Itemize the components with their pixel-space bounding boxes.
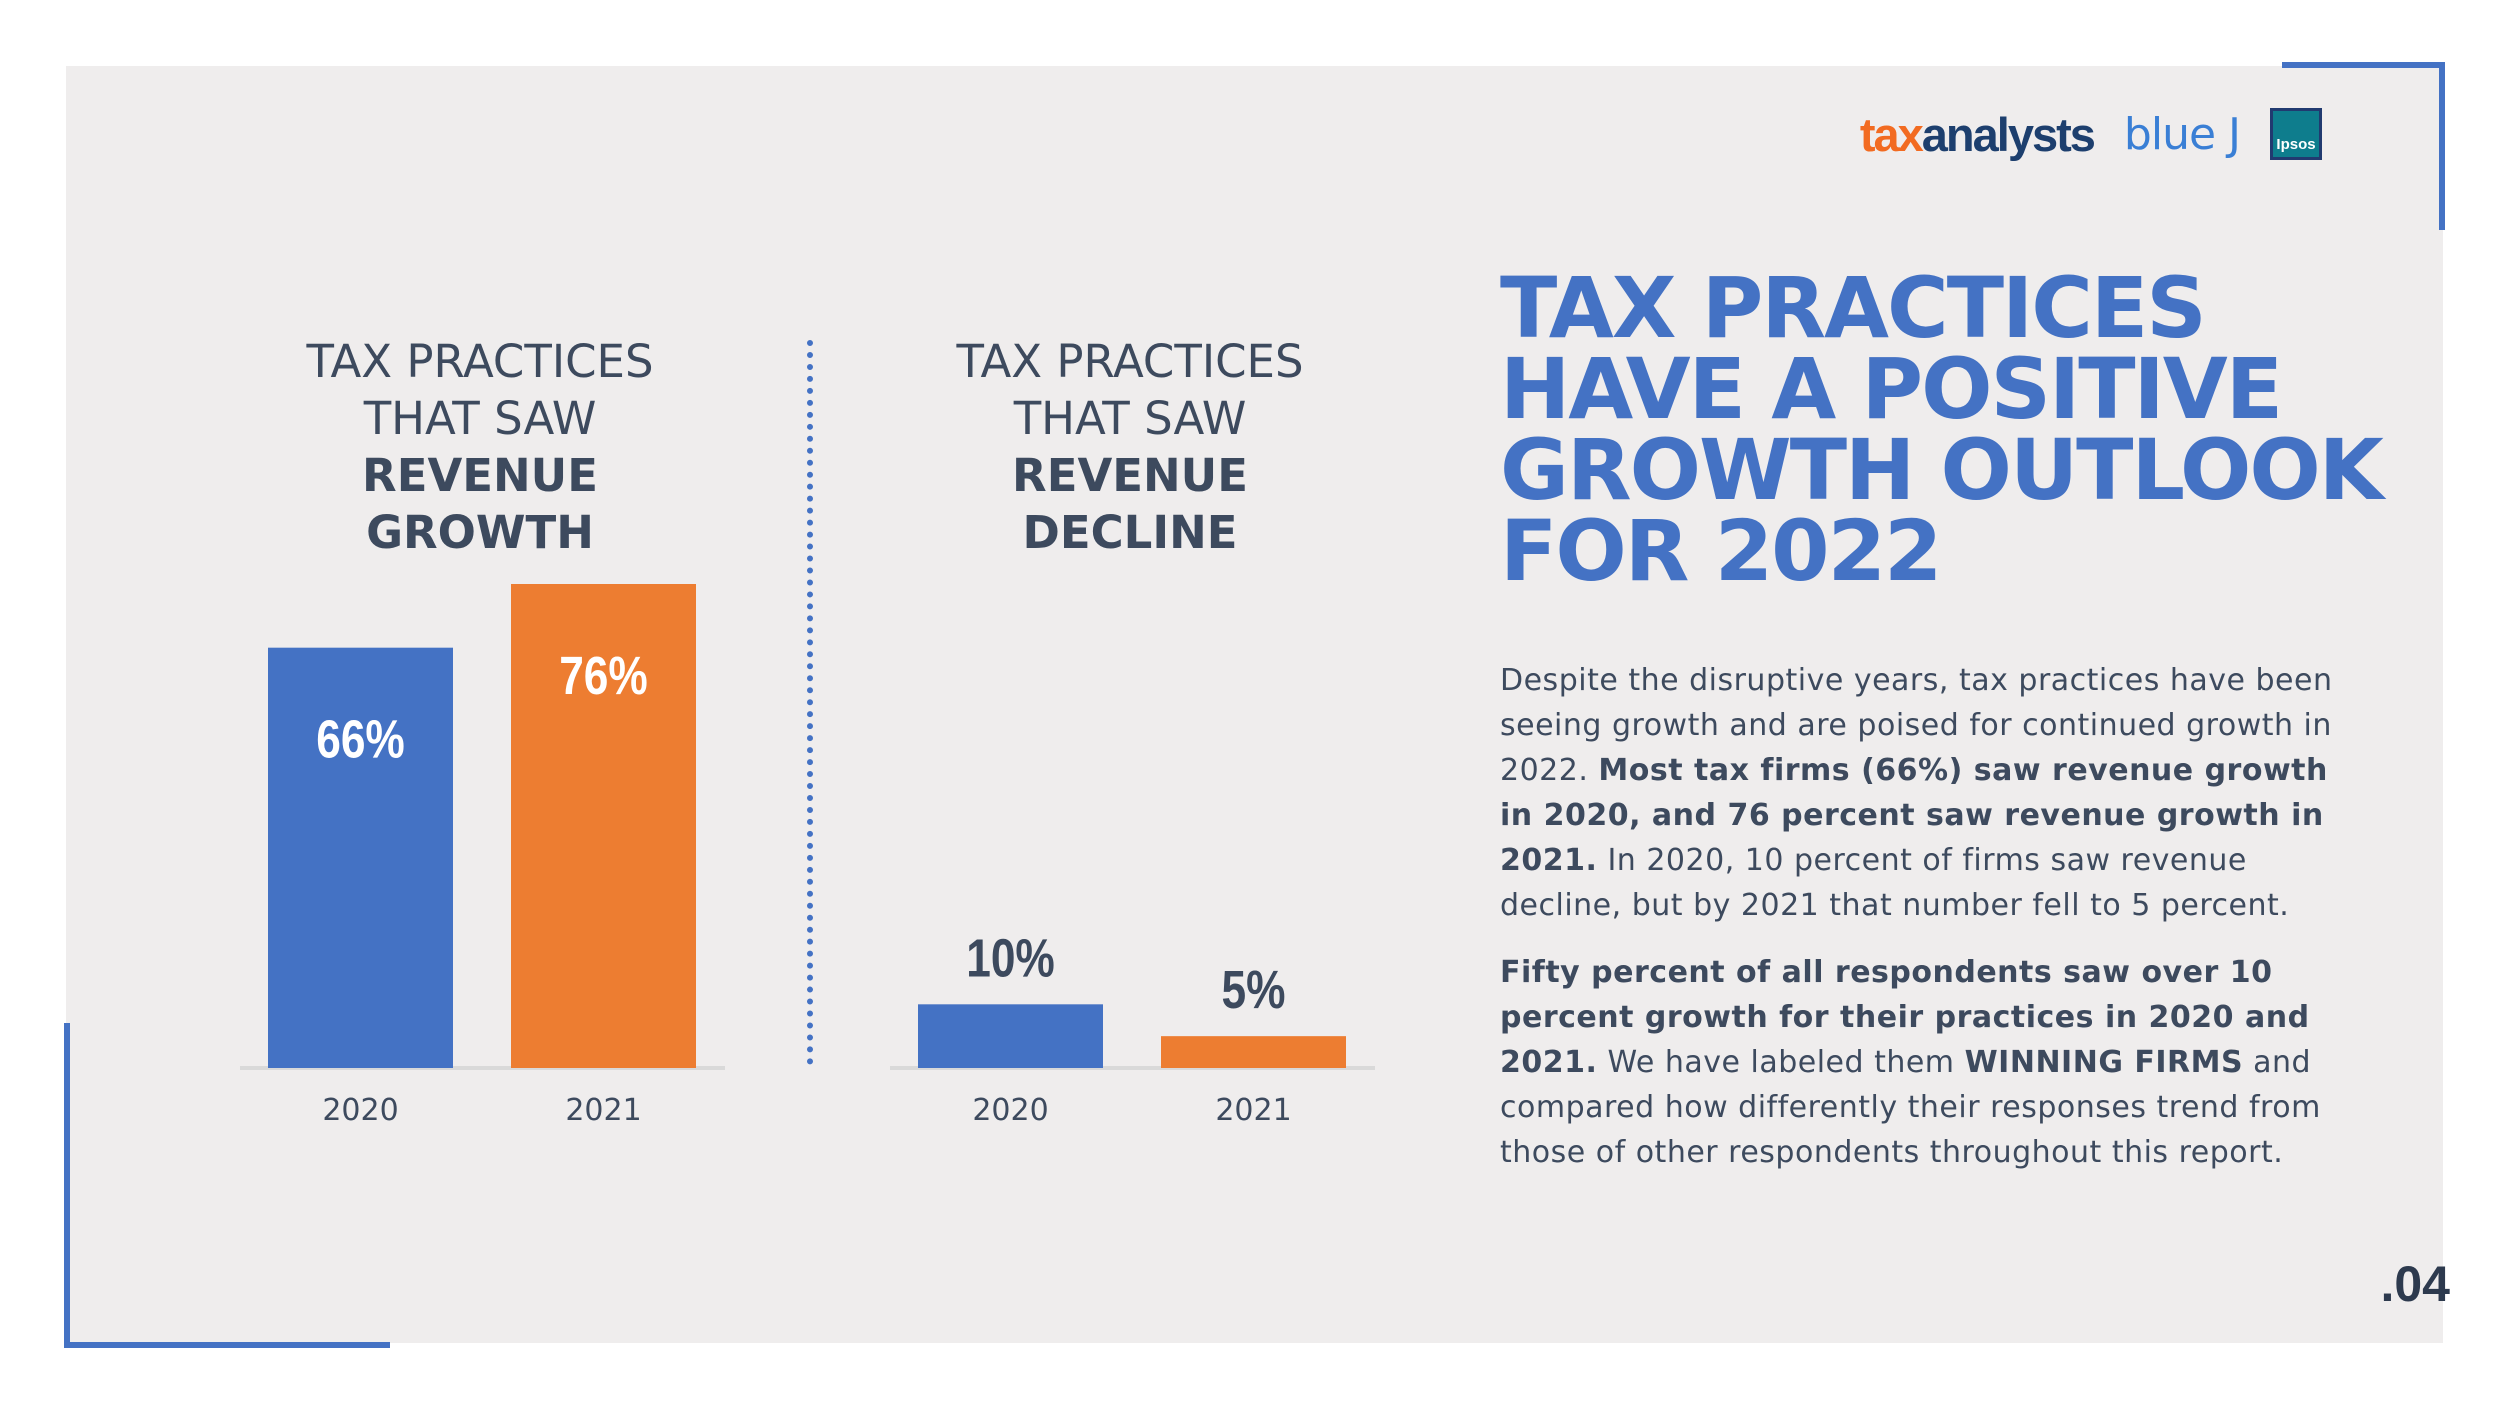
- text-run-bold: Fifty percent of all respondents saw ove…: [1500, 955, 2310, 1080]
- chart-2-tick-label: 2020: [972, 1093, 1048, 1128]
- corner-top-right-horizontal: [2282, 62, 2445, 68]
- chart-1-bar-2021: [511, 584, 696, 1068]
- corner-bottom-left-vertical: [64, 1023, 70, 1348]
- chart-1-value-label: 66%: [316, 710, 405, 770]
- chart-2-tick-label: 2021: [1215, 1093, 1291, 1128]
- text-run: In 2020, 10 percent of firms saw revenue…: [1500, 843, 2290, 923]
- chart-1-value-label: 76%: [559, 646, 648, 706]
- bluej-logo: blue J: [2123, 108, 2241, 160]
- chart-2-value-label: 5%: [1222, 960, 1286, 1020]
- corner-top-right-vertical: [2439, 62, 2445, 230]
- chart-1-title-line: THAT SAW: [363, 392, 597, 445]
- body-paragraph-1: Despite the disruptive years, tax practi…: [1500, 658, 2340, 928]
- logo-bar: taxanalysts blue J Ipsos: [1860, 104, 2322, 164]
- chart-2-bar-2021: [1161, 1036, 1346, 1068]
- chart-2-title-line: TAX PRACTICES: [956, 335, 1304, 388]
- text-run: and compared how differently their respo…: [1500, 1045, 2321, 1170]
- chart-1-title-line: TAX PRACTICES: [306, 335, 654, 388]
- page-number: .04: [2380, 1256, 2450, 1312]
- text-run-bold: Most tax firms (66%) saw revenue growth …: [1500, 753, 2328, 878]
- body-paragraph-2: Fifty percent of all respondents saw ove…: [1500, 950, 2340, 1175]
- taxanalysts-logo: taxanalysts: [1859, 107, 2096, 161]
- slide-background: [66, 66, 2443, 1343]
- text-run-bold: WINNING FIRMS: [1964, 1045, 2244, 1080]
- chart-1-title-line: REVENUE: [362, 449, 598, 502]
- chart-1-bar-2020: [268, 647, 453, 1068]
- headline-line: HAVE A POSITIVE: [1500, 340, 2283, 438]
- headline-line: GROWTH OUTLOOK: [1500, 421, 2384, 519]
- chart-2-title-line: DECLINE: [1022, 506, 1238, 559]
- ipsos-logo: Ipsos: [2270, 108, 2322, 160]
- chart-1-tick-label: 2020: [322, 1093, 398, 1128]
- text-run: Despite the disruptive years, tax practi…: [1500, 663, 2333, 788]
- chart-1-title: TAX PRACTICES THAT SAW REVENUE GROWTH: [240, 333, 720, 561]
- chart-1-title-line: GROWTH: [366, 506, 594, 559]
- chart-2-title-line: THAT SAW: [1013, 392, 1247, 445]
- chart-2-value-label: 10%: [966, 928, 1055, 988]
- text-run: We have labeled them: [1597, 1045, 1965, 1080]
- chart-2-bar-2020: [918, 1004, 1103, 1068]
- chart-1-tick-label: 2021: [565, 1093, 641, 1128]
- corner-bottom-left-horizontal: [64, 1342, 390, 1348]
- headline-line: FOR 2022: [1500, 502, 1943, 600]
- headline-line: TAX PRACTICES: [1500, 259, 2207, 357]
- chart-2-title-line: REVENUE: [1012, 449, 1248, 502]
- headline: TAX PRACTICES HAVE A POSITIVE GROWTH OUT…: [1500, 259, 2400, 600]
- chart-divider: [807, 340, 813, 1065]
- chart-2-title: TAX PRACTICES THAT SAW REVENUE DECLINE: [890, 333, 1370, 561]
